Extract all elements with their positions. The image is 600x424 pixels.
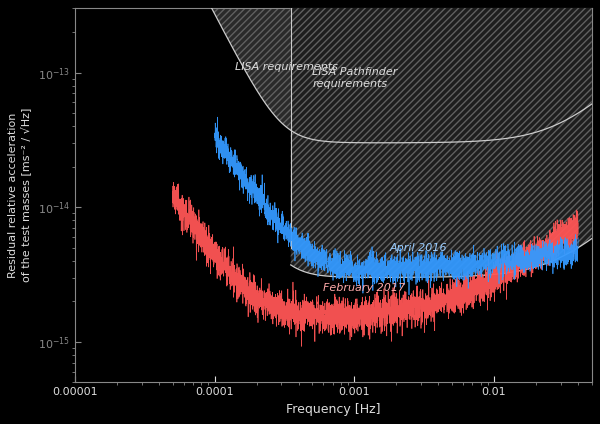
Y-axis label: Residual relative acceleration
of the test masses [ms⁻² / √Hz]: Residual relative acceleration of the te… xyxy=(8,108,31,282)
Text: April 2016: April 2016 xyxy=(390,243,448,253)
Text: LISA requirements: LISA requirements xyxy=(235,62,338,72)
Text: February 2017: February 2017 xyxy=(323,283,406,293)
Text: LISA Pathfinder
requirements: LISA Pathfinder requirements xyxy=(313,67,398,89)
X-axis label: Frequency [Hz]: Frequency [Hz] xyxy=(286,403,380,416)
